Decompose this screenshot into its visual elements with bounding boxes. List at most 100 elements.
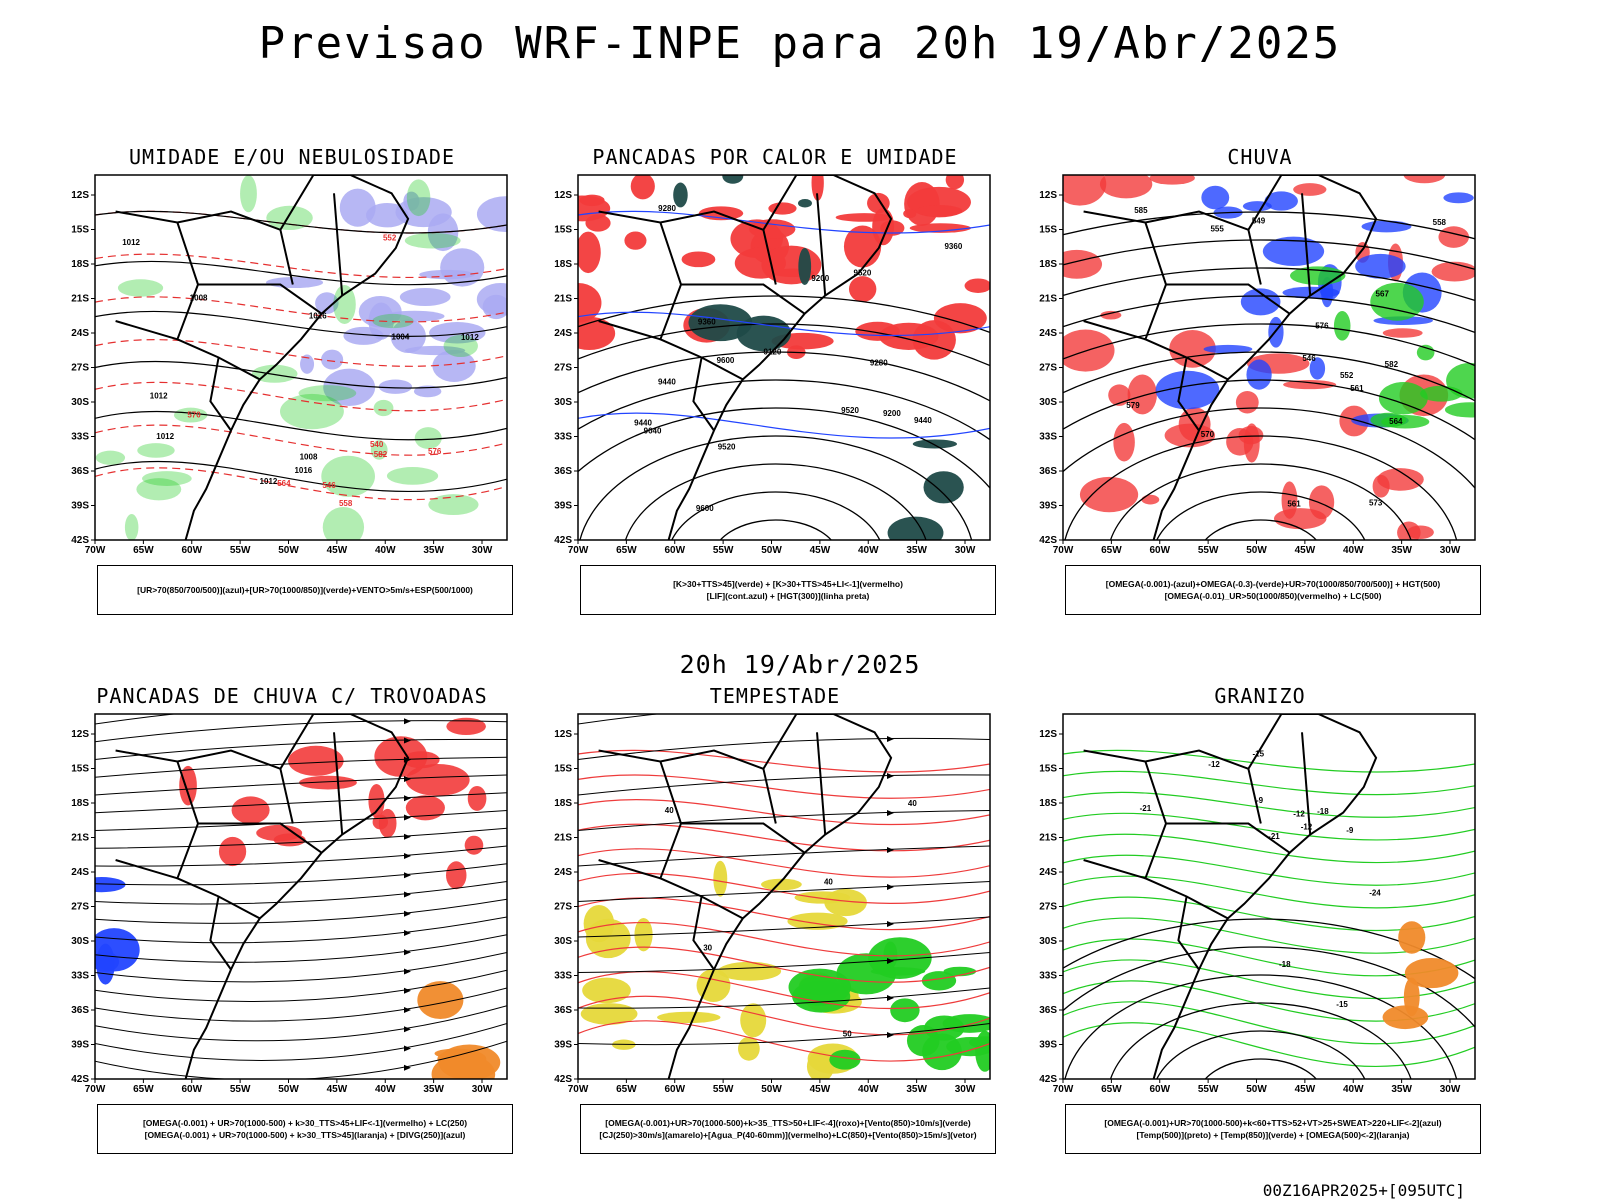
contour-label: 552 bbox=[383, 233, 397, 242]
lat-label: 30S bbox=[1039, 397, 1057, 408]
field-area bbox=[464, 835, 484, 855]
field-area bbox=[136, 478, 182, 501]
streamline bbox=[95, 720, 507, 743]
field-area bbox=[137, 443, 175, 458]
streamline bbox=[578, 987, 990, 1009]
streamline-arrow bbox=[404, 949, 411, 956]
streamline bbox=[578, 952, 990, 973]
streamline-arrow bbox=[404, 737, 411, 744]
lat-label: 21S bbox=[554, 294, 572, 305]
streamline bbox=[578, 1023, 990, 1046]
contour-line bbox=[1063, 351, 1475, 402]
country-border bbox=[1177, 357, 1200, 432]
field-area bbox=[256, 824, 303, 842]
contour-label: 1008 bbox=[190, 294, 208, 303]
legend-box: [UR>70(850/700/500)](azul)+[UR>70(1000/8… bbox=[97, 565, 513, 615]
lon-label: 65W bbox=[133, 545, 154, 556]
field-area bbox=[467, 785, 487, 811]
contour-line bbox=[624, 463, 927, 540]
contour-line bbox=[578, 295, 990, 334]
lat-label: 36S bbox=[554, 466, 572, 477]
contour-line bbox=[95, 210, 507, 234]
lat-label: 18S bbox=[71, 259, 89, 270]
lon-label: 45W bbox=[327, 545, 348, 556]
map-plot: 40 40 50 30 40 12S 15S 18S 21S 24S 27S 30S 33S 36S 39S… bbox=[554, 713, 991, 1095]
contour-label: 9040 bbox=[644, 426, 662, 435]
lat-label: 30S bbox=[71, 936, 89, 947]
contour-label: -12 bbox=[1208, 760, 1220, 769]
field-area bbox=[1355, 253, 1406, 279]
legend-box: [OMEGA(-0.001)+UR>70(1000-500)+k>35_TTS>… bbox=[580, 1104, 996, 1154]
lon-label: 50W bbox=[278, 545, 299, 556]
contour-line bbox=[579, 435, 973, 540]
contour-label: 561 bbox=[1287, 500, 1301, 509]
field-area bbox=[431, 1054, 496, 1079]
field-area bbox=[578, 231, 601, 274]
field-area bbox=[1438, 226, 1470, 248]
field-area bbox=[738, 1036, 760, 1061]
field-area bbox=[912, 439, 958, 449]
contour-line bbox=[578, 848, 990, 878]
contour-label: -15 bbox=[1336, 1000, 1348, 1009]
contour-line bbox=[578, 823, 990, 852]
lon-label: 55W bbox=[713, 545, 734, 556]
lat-label: 42S bbox=[554, 535, 572, 546]
contour-line bbox=[578, 921, 990, 957]
lat-label: 36S bbox=[71, 1005, 89, 1016]
field-area bbox=[446, 717, 486, 736]
field-area bbox=[673, 182, 688, 208]
coastline bbox=[184, 714, 410, 1079]
contour-line bbox=[1156, 1030, 1366, 1079]
field-area bbox=[343, 326, 384, 345]
lon-label: 45W bbox=[327, 1084, 348, 1095]
lon-label: 60W bbox=[1149, 1084, 1170, 1095]
lon-label: 35W bbox=[1391, 1084, 1412, 1095]
field-area bbox=[1141, 494, 1160, 505]
field-area bbox=[1443, 192, 1474, 204]
contour-line bbox=[1063, 749, 1475, 773]
lat-label: 42S bbox=[1039, 1074, 1057, 1085]
lat-label: 33S bbox=[71, 971, 89, 982]
field-area bbox=[582, 977, 631, 1004]
field-area bbox=[916, 205, 963, 217]
country-border bbox=[1083, 714, 1283, 771]
streamline-arrow bbox=[404, 1007, 411, 1013]
field-area bbox=[240, 175, 257, 213]
page-title: Previsao WRF-INPE para 20h 19/Abr/2025 bbox=[258, 18, 1342, 69]
lat-label: 24S bbox=[71, 328, 89, 339]
contour-label: -18 bbox=[1279, 960, 1291, 969]
streamline bbox=[95, 714, 179, 725]
field-area bbox=[419, 269, 475, 280]
lon-label: 30W bbox=[955, 545, 976, 556]
field-area bbox=[578, 282, 602, 323]
lat-label: 33S bbox=[554, 432, 572, 443]
field-area bbox=[1333, 311, 1351, 341]
lat-label: 24S bbox=[554, 867, 572, 878]
contour-line bbox=[95, 410, 507, 441]
field-area bbox=[384, 310, 445, 322]
field-area bbox=[1398, 921, 1426, 954]
field-area bbox=[722, 175, 744, 184]
field-area bbox=[964, 278, 990, 293]
field-area bbox=[476, 282, 507, 316]
field-area bbox=[1283, 380, 1337, 390]
panel-chuva: CHUVA 585 582 579 576 573 570 567 564 561 558 555 55… bbox=[1015, 145, 1505, 625]
field-area bbox=[1309, 357, 1326, 380]
panel-title: PANCADAS POR CALOR E UMIDADE bbox=[592, 145, 958, 169]
lon-label: 30W bbox=[472, 545, 493, 556]
lon-label: 45W bbox=[1295, 545, 1316, 556]
contour-line bbox=[578, 872, 990, 904]
contour-line bbox=[671, 491, 881, 540]
contour-label: 579 bbox=[1126, 401, 1140, 410]
field-area bbox=[1431, 261, 1475, 282]
contour-label: 552 bbox=[1340, 371, 1354, 380]
field-area bbox=[1370, 282, 1424, 321]
country-border bbox=[209, 896, 232, 971]
streamline-arrow bbox=[404, 1064, 411, 1071]
field-area bbox=[630, 175, 655, 200]
contour-label: 50 bbox=[843, 1030, 852, 1039]
field-area bbox=[835, 213, 893, 222]
field-area bbox=[848, 276, 877, 303]
field-area bbox=[1403, 175, 1446, 184]
legend-line: [OMEGA(-0.001) + UR>70(1000-500) + k>30_… bbox=[142, 1118, 468, 1128]
